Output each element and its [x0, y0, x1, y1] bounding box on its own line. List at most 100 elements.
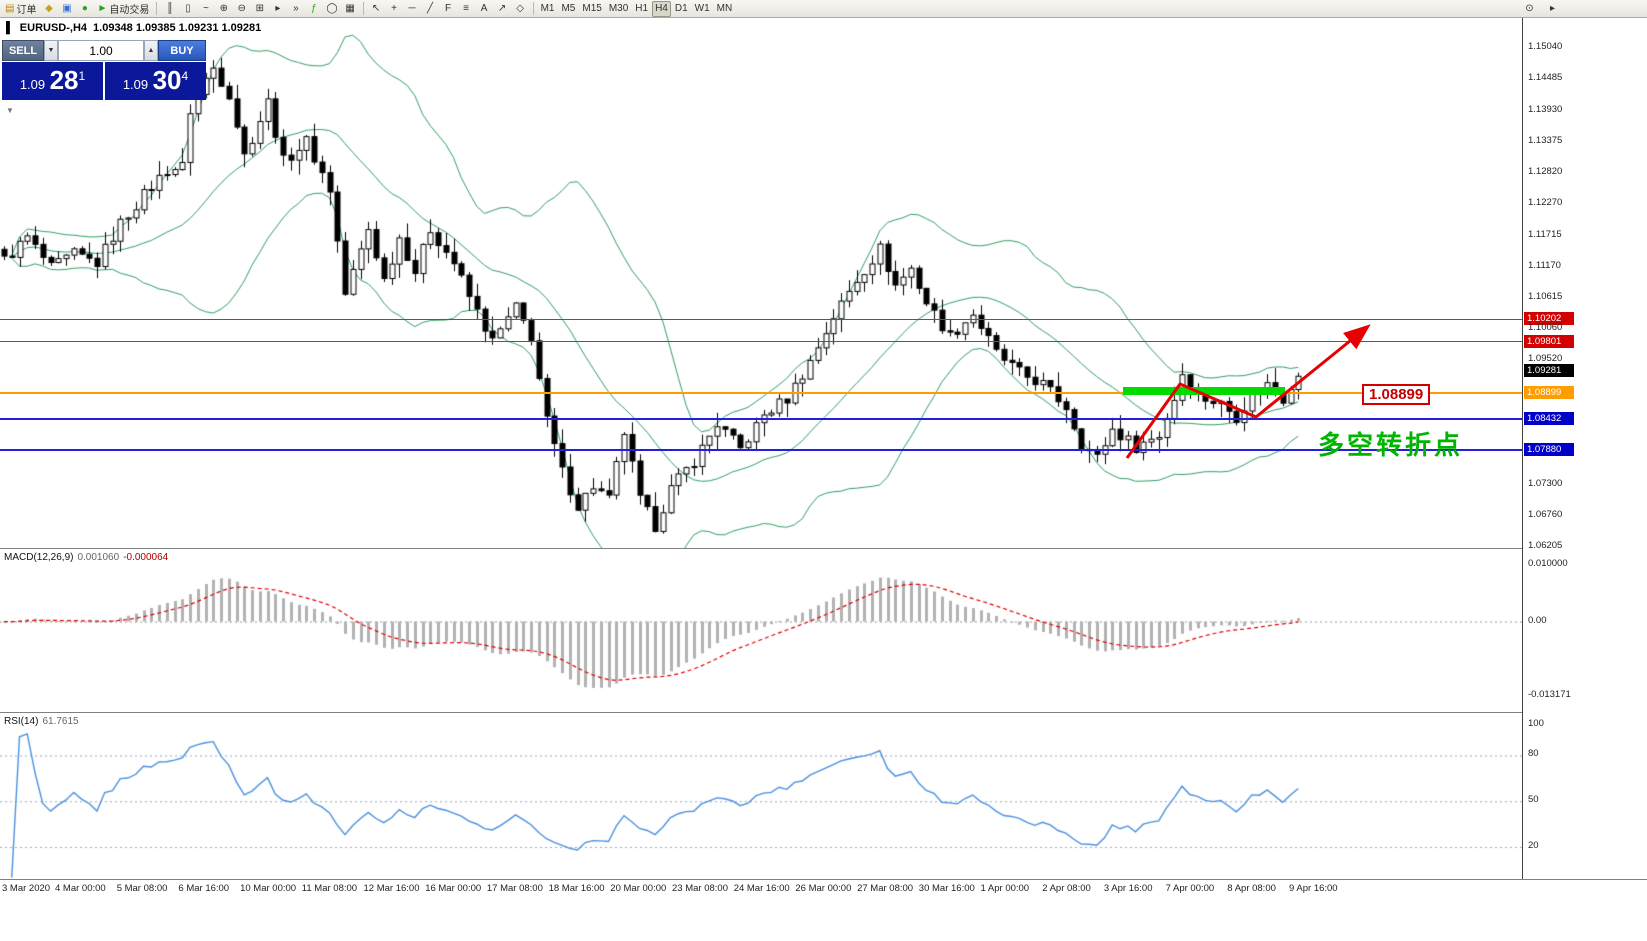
buy-button[interactable]: BUY [158, 40, 206, 61]
bar-chart-icon[interactable]: ║ [161, 1, 178, 17]
candlestick-chart-icon[interactable]: ▯ [179, 1, 196, 17]
rsi-panel[interactable]: RSI(14) 61.7615 [0, 712, 1522, 879]
arrows-tool-icon: ↗ [497, 2, 507, 14]
sell-price-sup: 1 [78, 69, 86, 83]
timeframe-mn-button[interactable]: MN [714, 1, 736, 17]
horizontal-line-1.08432[interactable] [0, 418, 1522, 421]
time-axis-label: 11 Mar 08:00 [301, 883, 358, 894]
zoom-out-icon[interactable]: ⊖ [233, 1, 250, 17]
new-order-button-label: 订单 [16, 5, 37, 16]
time-axis-label: 24 Mar 16:00 [733, 883, 790, 894]
macd-panel[interactable]: MACD(12,26,9) 0.001060 -0.000064 [0, 548, 1522, 712]
horizontal-line-1.09801[interactable] [0, 341, 1522, 343]
sell-button[interactable]: SELL [2, 40, 44, 61]
cursor-icon[interactable]: ↖ [368, 1, 385, 17]
price-tick-label: 1.12270 [1528, 197, 1563, 209]
auto-scroll-icon[interactable]: » [287, 1, 304, 17]
trend-arrow[interactable] [0, 18, 1522, 548]
rsi-chart-canvas[interactable] [0, 714, 1522, 879]
price-tick-label: 1.06760 [1528, 508, 1563, 520]
zoom-in-icon[interactable]: ⊕ [215, 1, 232, 17]
macd-label: MACD(12,26,9) 0.001060 -0.000064 [4, 552, 168, 563]
sell-price-big: 28 [49, 65, 79, 95]
fibonacci-icon: F [445, 2, 452, 14]
horizontal-line-1.10202[interactable] [0, 318, 1522, 320]
timeframe-d1-button[interactable]: D1 [672, 1, 691, 17]
chart-shift-icon: ▸ [275, 2, 281, 14]
one-click-trading-panel: SELL ▼ 1.00 ▲ BUY 1.09 28 1 1.09 30 4 [2, 40, 206, 100]
level-callout-label[interactable]: 1.08899 [1362, 384, 1431, 405]
volume-input[interactable]: 1.00 [58, 40, 144, 61]
price-tick-label: 1.10060 [1528, 322, 1563, 334]
auto-scroll-icon: » [293, 2, 299, 14]
timeframe-m15-button[interactable]: M15 [579, 1, 604, 17]
autotrading-button[interactable]: ► 自动交易 [94, 1, 152, 17]
price-tick-label: 1.15040 [1528, 40, 1563, 52]
timeframe-m1-button-label: M1 [540, 3, 555, 14]
price-tick-label: 1.10615 [1528, 290, 1563, 302]
periods-icon[interactable]: ◯ [323, 1, 340, 17]
toolbar-right-group: ⊙ ▸ [1521, 1, 1561, 17]
templates-icon[interactable]: ▦ [342, 1, 359, 17]
ohlc-values: 1.09348 1.09385 1.09231 1.09281 [93, 22, 262, 34]
price-chart-panel[interactable]: 1.08899 多空转折点 ▌ EURUSD-,H4 1.09348 1.093… [0, 18, 1522, 548]
green-support-zone[interactable] [1123, 387, 1285, 396]
fibonacci-icon[interactable]: F [440, 1, 457, 17]
time-axis[interactable]: 3 Mar 2020 4 Mar 00:00 5 Mar 08:00 6 Mar 16… [0, 879, 1647, 941]
horizontal-line-icon[interactable]: ─ [404, 1, 421, 17]
timeframe-h4-button-label: H4 [655, 3, 668, 14]
navigator-icon: ● [81, 2, 88, 14]
data-window-icon[interactable]: ▣ [58, 1, 75, 17]
macd-chart-canvas[interactable] [0, 550, 1522, 712]
time-axis-label: 9 Apr 16:00 [1289, 883, 1338, 894]
current-price-badge: 1.09281 [1524, 364, 1574, 378]
rsi-axis-label: 80 [1528, 748, 1539, 760]
timeframe-m5-button[interactable]: M5 [558, 1, 578, 17]
chinese-annotation-text[interactable]: 多空转折点 [1318, 430, 1464, 460]
line-chart-icon: ~ [202, 2, 209, 14]
trendline-icon[interactable]: ╱ [422, 1, 439, 17]
periods-icon: ◯ [326, 2, 338, 14]
timeframe-m30-button-label: M30 [608, 3, 629, 14]
rsi-label: RSI(14) 61.7615 [4, 716, 79, 727]
line-chart-icon[interactable]: ~ [197, 1, 214, 17]
price-badge-1.08432: 1.08432 [1524, 412, 1574, 426]
quick-search-icon[interactable]: ⊙ [1525, 3, 1534, 14]
horizontal-line-1.07880[interactable] [0, 449, 1522, 452]
candlestick-chart-canvas[interactable] [0, 18, 1522, 548]
macd-axis-label: 0.00 [1528, 614, 1547, 626]
shapes-dropdown-icon[interactable]: ◇ [512, 1, 529, 17]
timeframe-h4-button[interactable]: H4 [652, 0, 671, 17]
sell-price-main: 1.09 [19, 77, 46, 92]
scroll-pointer-icon[interactable]: ▸ [1549, 3, 1556, 14]
price-axis[interactable]: 1.10202 1.09801 1.09281 1.08899 1.08432 1.078… [1522, 18, 1647, 879]
buy-price-display[interactable]: 1.09 30 4 [105, 62, 206, 100]
timeframe-h1-button[interactable]: H1 [632, 1, 651, 17]
price-badge-1.08899: 1.08899 [1524, 385, 1574, 399]
timeframe-m30-button[interactable]: M30 [606, 1, 631, 17]
price-tick-label: 1.06205 [1528, 540, 1563, 551]
add-indicator-icon[interactable]: ƒ [305, 1, 322, 17]
chart-shift-icon[interactable]: ▸ [269, 1, 286, 17]
macd-main-value: 0.001060 [77, 552, 120, 563]
text-label-icon[interactable]: A [476, 1, 493, 17]
channels-icon[interactable]: ≡ [458, 1, 475, 17]
rsi-axis-label: 50 [1528, 794, 1539, 806]
tile-windows-icon[interactable]: ⊞ [251, 1, 268, 17]
volume-increase-button[interactable]: ▲ [144, 40, 158, 61]
timeframe-w1-button[interactable]: W1 [692, 1, 713, 17]
volume-decrease-button[interactable]: ▼ [44, 40, 58, 61]
one-click-panel-toggle-icon[interactable]: ▼ [6, 106, 14, 115]
timeframe-m5-button-label: M5 [561, 3, 576, 14]
timeframe-m1-button[interactable]: M1 [538, 1, 558, 17]
navigator-icon[interactable]: ● [76, 1, 93, 17]
horizontal-line-1.08899[interactable] [0, 391, 1522, 394]
sell-price-display[interactable]: 1.09 28 1 [2, 62, 103, 100]
cursor-icon: ↖ [371, 2, 381, 14]
new-order-button[interactable]: ▤ 订单 [2, 1, 39, 17]
time-axis-label: 18 Mar 16:00 [548, 883, 605, 894]
arrows-tool-icon[interactable]: ↗ [494, 1, 511, 17]
market-watch-icon[interactable]: ◆ [40, 1, 57, 17]
crosshair-icon[interactable]: + [386, 1, 403, 17]
